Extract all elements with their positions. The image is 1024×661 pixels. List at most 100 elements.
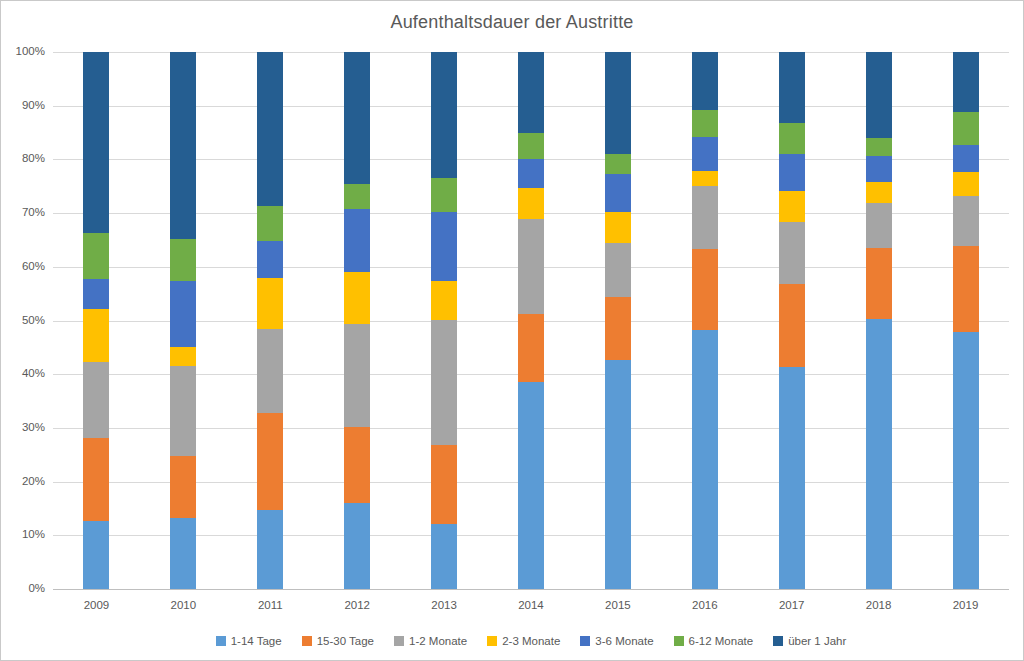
bar-column-2011 <box>227 52 314 589</box>
bar-column-2015 <box>574 52 661 589</box>
legend-label: 1-2 Monate <box>409 635 467 647</box>
y-axis-label: 50% <box>3 314 45 326</box>
bar-segment <box>170 518 196 589</box>
bar-segment <box>83 438 109 522</box>
legend-label: 3-6 Monate <box>595 635 653 647</box>
legend-label: 15-30 Tage <box>317 635 374 647</box>
bar-segment <box>344 272 370 324</box>
bar-column-2014 <box>488 52 575 589</box>
bar-segment <box>257 52 283 206</box>
bar-segment <box>953 112 979 145</box>
bar-segment <box>953 246 979 332</box>
bar-segment <box>170 456 196 518</box>
bar-stack-2016 <box>692 52 718 589</box>
bar-segment <box>518 159 544 189</box>
legend-item: 15-30 Tage <box>302 635 374 647</box>
y-axis-label: 30% <box>3 421 45 433</box>
bar-segment <box>257 510 283 589</box>
legend-swatch-icon <box>674 636 684 646</box>
bar-segment <box>83 279 109 309</box>
bar-segment <box>605 174 631 212</box>
bar-segment <box>170 347 196 366</box>
legend-item: 6-12 Monate <box>674 635 754 647</box>
y-axis-label: 100% <box>3 45 45 57</box>
bar-stack-2013 <box>431 52 457 589</box>
bar-stack-2009 <box>83 52 109 589</box>
x-axis-label: 2019 <box>922 599 1009 611</box>
x-axis-label: 2012 <box>314 599 401 611</box>
bar-segment <box>605 243 631 298</box>
bar-stack-2015 <box>605 52 631 589</box>
y-axis-label: 10% <box>3 528 45 540</box>
y-axis-label: 40% <box>3 367 45 379</box>
bar-segment <box>83 362 109 437</box>
y-axis-label: 60% <box>3 260 45 272</box>
x-axis-label: 2016 <box>661 599 748 611</box>
bar-segment <box>83 233 109 279</box>
bar-segment <box>83 52 109 233</box>
bar-segment <box>431 524 457 590</box>
bar-segment <box>170 281 196 347</box>
legend-label: 1-14 Tage <box>231 635 282 647</box>
bar-segment <box>953 145 979 172</box>
bar-segment <box>866 203 892 248</box>
bar-column-2019 <box>922 52 1009 589</box>
bar-stack-2017 <box>779 52 805 589</box>
bar-segment <box>257 278 283 329</box>
bar-segment <box>257 206 283 241</box>
bar-segment <box>518 382 544 589</box>
bar-segment <box>344 184 370 210</box>
x-axis-label: 2015 <box>574 599 661 611</box>
bar-segment <box>344 427 370 503</box>
bar-segment <box>605 360 631 589</box>
legend-swatch-icon <box>487 636 497 646</box>
bar-segment <box>83 521 109 589</box>
bar-segment <box>344 209 370 271</box>
bar-segment <box>692 330 718 589</box>
bar-segment <box>779 367 805 589</box>
bar-segment <box>431 178 457 211</box>
bar-segment <box>170 52 196 239</box>
y-axis-label: 80% <box>3 152 45 164</box>
bar-segment <box>605 52 631 154</box>
legend-swatch-icon <box>580 636 590 646</box>
bar-segment <box>866 52 892 138</box>
plot-area <box>53 52 1009 590</box>
bar-segment <box>344 52 370 184</box>
bar-segment <box>518 219 544 315</box>
bar-segment <box>344 503 370 589</box>
bar-stack-2011 <box>257 52 283 589</box>
x-axis-label: 2017 <box>748 599 835 611</box>
bar-segment <box>518 133 544 159</box>
bar-segment <box>518 314 544 382</box>
bar-segment <box>692 110 718 137</box>
bar-segment <box>518 188 544 218</box>
bar-segment <box>953 332 979 589</box>
bar-segment <box>953 52 979 112</box>
legend-item: 2-3 Monate <box>487 635 560 647</box>
bar-column-2009 <box>53 52 140 589</box>
x-axis-label: 2018 <box>835 599 922 611</box>
bar-column-2016 <box>661 52 748 589</box>
bar-segment <box>431 212 457 282</box>
bar-segment <box>605 154 631 174</box>
bar-segment <box>866 319 892 589</box>
bar-segment <box>692 249 718 330</box>
chart-canvas: Aufenthaltsdauer der Austritte 100%90%80… <box>0 0 1024 661</box>
bar-segment <box>866 182 892 203</box>
bar-segment <box>605 212 631 243</box>
bar-segment <box>866 248 892 319</box>
x-axis-label: 2014 <box>488 599 575 611</box>
bar-segment <box>431 445 457 524</box>
bar-column-2010 <box>140 52 227 589</box>
legend-swatch-icon <box>216 636 226 646</box>
bar-segment <box>692 171 718 185</box>
bar-segment <box>518 52 544 133</box>
y-axis-label: 90% <box>3 99 45 111</box>
bar-segment <box>605 297 631 360</box>
y-axis-label: 0% <box>3 582 45 594</box>
legend-item: 1-14 Tage <box>216 635 282 647</box>
bar-segment <box>257 413 283 510</box>
x-axis-label: 2011 <box>227 599 314 611</box>
bar-segment <box>779 284 805 367</box>
